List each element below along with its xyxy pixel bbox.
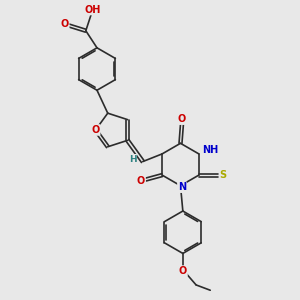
Text: H: H — [129, 155, 136, 164]
Text: NH: NH — [202, 146, 218, 155]
Text: OH: OH — [84, 4, 101, 14]
Text: N: N — [178, 182, 186, 192]
Text: O: O — [92, 125, 100, 135]
Text: O: O — [61, 19, 69, 29]
Text: O: O — [137, 176, 145, 186]
Text: S: S — [220, 170, 227, 180]
Text: O: O — [179, 266, 187, 276]
Text: O: O — [178, 114, 186, 124]
